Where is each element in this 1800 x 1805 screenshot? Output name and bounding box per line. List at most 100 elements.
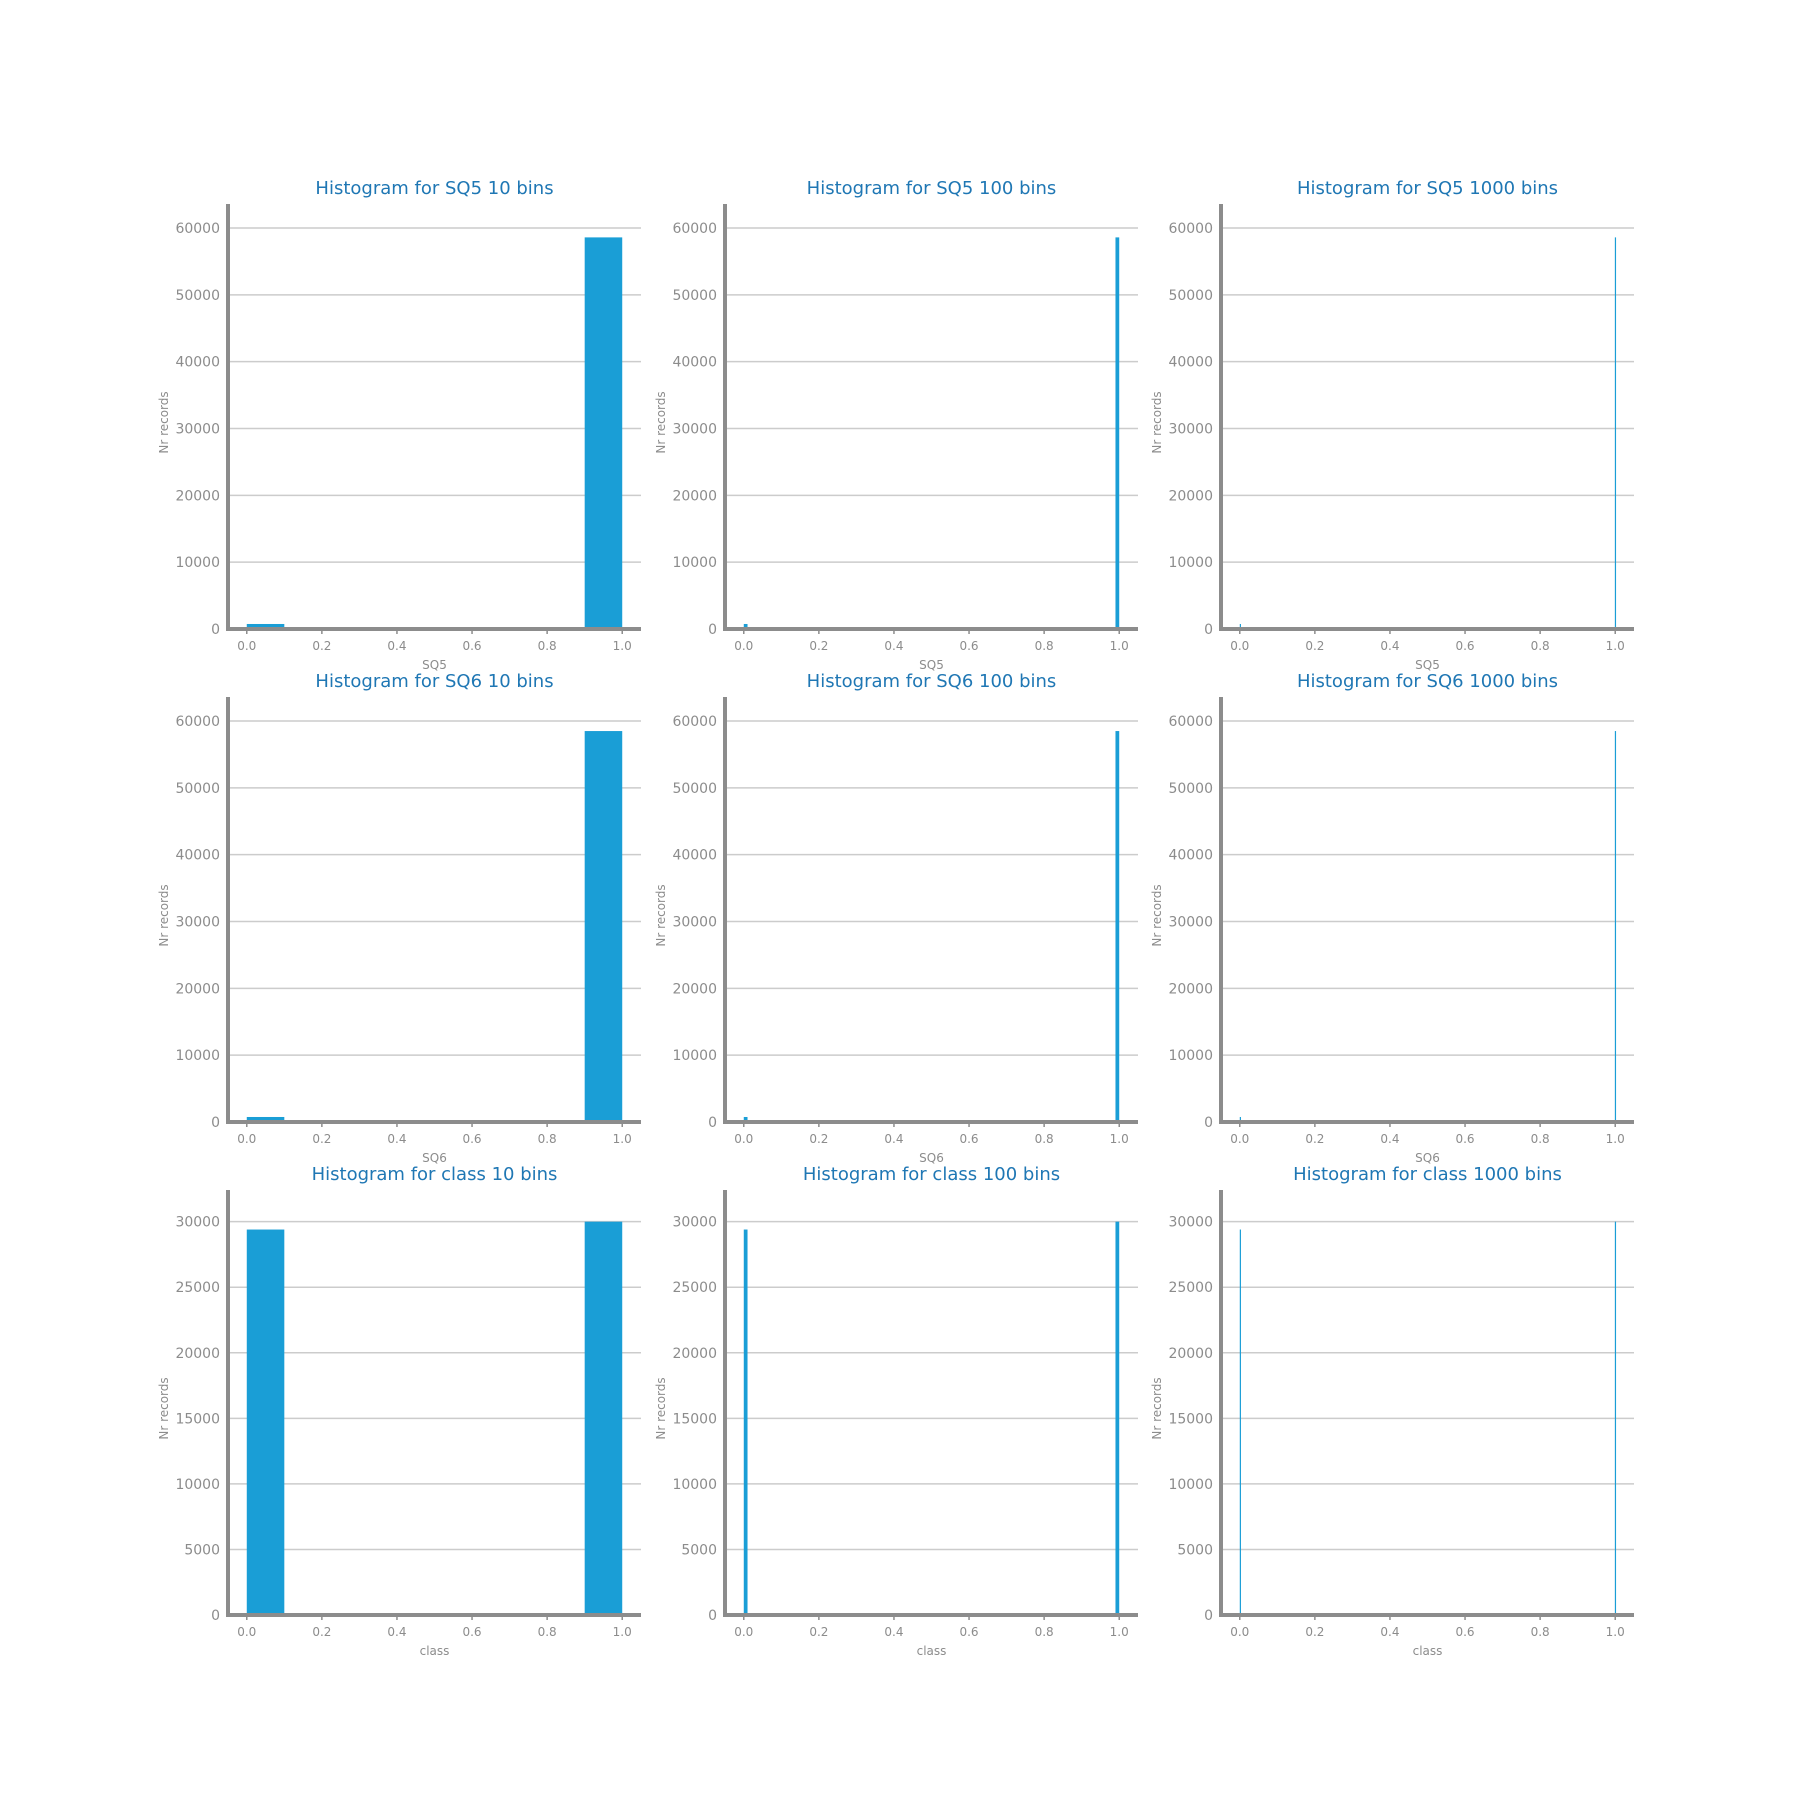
x-tick-label: 0.6 — [1455, 1625, 1474, 1639]
x-axis-label: SQ6 — [1415, 1151, 1440, 1165]
histogram-panel: 0 5000 10000 15000 20000 25000 30000 0.0 0.2 0.4 0… — [1150, 1164, 1634, 1658]
chart-title: Histogram for class 100 bins — [803, 1164, 1060, 1185]
x-tick-label: 0.8 — [538, 1625, 557, 1639]
chart-title: Histogram for SQ6 10 bins — [315, 671, 553, 692]
x-tick-label: 0.6 — [959, 1132, 978, 1146]
y-tick-label: 50000 — [175, 288, 220, 304]
y-axis-label: Nr records — [157, 884, 171, 946]
x-tick-label: 0.2 — [1305, 639, 1324, 653]
y-tick-label: 50000 — [175, 781, 220, 797]
x-tick-label: 0.2 — [809, 639, 828, 653]
x-tick-label: 1.0 — [613, 1625, 632, 1639]
y-tick-label: 0 — [708, 622, 717, 638]
x-tick-label: 0.2 — [809, 1625, 828, 1639]
y-tick-label: 30000 — [672, 1215, 717, 1231]
x-tick-label: 0.0 — [237, 1132, 256, 1146]
y-tick-label: 5000 — [1177, 1542, 1213, 1558]
y-tick-label: 20000 — [175, 1346, 220, 1362]
x-tick-label: 0.4 — [387, 639, 406, 653]
y-tick-label: 25000 — [175, 1280, 220, 1296]
y-tick-label: 40000 — [672, 848, 717, 864]
y-tick-label: 0 — [708, 1608, 717, 1624]
histogram-bar — [743, 623, 748, 629]
y-tick-label: 40000 — [672, 355, 717, 371]
x-tick-label: 0.8 — [538, 639, 557, 653]
chart-title: Histogram for SQ6 1000 bins — [1297, 671, 1558, 692]
y-tick-label: 10000 — [1168, 1477, 1213, 1493]
x-tick-label: 0.2 — [809, 1132, 828, 1146]
x-tick-label: 0.8 — [1035, 1625, 1054, 1639]
chart-title: Histogram for SQ6 100 bins — [807, 671, 1057, 692]
x-tick-label: 0.8 — [538, 1132, 557, 1146]
y-tick-label: 0 — [708, 1115, 717, 1131]
x-tick-label: 0.0 — [237, 1625, 256, 1639]
y-tick-label: 10000 — [175, 555, 220, 571]
chart-title: Histogram for SQ5 10 bins — [315, 178, 553, 199]
histogram-bar — [246, 1229, 285, 1615]
y-tick-label: 20000 — [672, 488, 717, 504]
y-tick-label: 50000 — [672, 781, 717, 797]
x-tick-label: 1.0 — [613, 1132, 632, 1146]
histogram-bar — [1614, 1221, 1617, 1615]
x-tick-label: 0.4 — [1380, 639, 1399, 653]
y-tick-label: 10000 — [672, 1048, 717, 1064]
y-axis-label: Nr records — [654, 1377, 668, 1439]
y-tick-label: 5000 — [184, 1542, 220, 1558]
x-axis-label: SQ6 — [422, 1151, 447, 1165]
y-tick-label: 40000 — [175, 355, 220, 371]
y-tick-label: 0 — [211, 1608, 220, 1624]
x-tick-label: 0.0 — [237, 639, 256, 653]
y-tick-label: 20000 — [175, 488, 220, 504]
y-tick-label: 15000 — [175, 1411, 220, 1427]
y-tick-label: 60000 — [1168, 221, 1213, 237]
y-tick-label: 20000 — [672, 1346, 717, 1362]
y-tick-label: 30000 — [672, 422, 717, 438]
histogram-bar — [1115, 731, 1120, 1122]
y-tick-label: 10000 — [1168, 555, 1213, 571]
y-tick-label: 30000 — [175, 422, 220, 438]
x-tick-label: 0.6 — [959, 639, 978, 653]
histogram-bar — [1614, 237, 1617, 629]
x-tick-label: 0.4 — [1380, 1132, 1399, 1146]
x-tick-label: 1.0 — [1110, 1132, 1129, 1146]
x-axis-label: SQ5 — [422, 658, 447, 672]
y-tick-label: 10000 — [1168, 1048, 1213, 1064]
x-tick-label: 0.4 — [884, 1625, 903, 1639]
y-tick-label: 30000 — [175, 1215, 220, 1231]
y-axis-label: Nr records — [654, 391, 668, 453]
chart-title: Histogram for SQ5 100 bins — [807, 178, 1057, 199]
y-axis-label: Nr records — [654, 884, 668, 946]
x-tick-label: 0.6 — [462, 1625, 481, 1639]
x-tick-label: 0.8 — [1531, 1625, 1550, 1639]
y-tick-label: 15000 — [672, 1411, 717, 1427]
x-axis-label: SQ5 — [1415, 658, 1440, 672]
y-tick-label: 30000 — [1168, 915, 1213, 931]
y-tick-label: 0 — [211, 1115, 220, 1131]
y-tick-label: 40000 — [1168, 848, 1213, 864]
y-tick-label: 10000 — [672, 1477, 717, 1493]
histogram-panel: 0 10000 20000 30000 40000 50000 60000 0.0 0.2 0.4… — [654, 671, 1138, 1165]
histogram-bar — [743, 1229, 748, 1615]
histogram-panel: 0 10000 20000 30000 40000 50000 60000 0.0 0.2 0.4… — [654, 178, 1138, 672]
x-tick-label: 1.0 — [1606, 1625, 1625, 1639]
y-tick-label: 50000 — [1168, 288, 1213, 304]
y-tick-label: 60000 — [1168, 714, 1213, 730]
chart-title: Histogram for class 10 bins — [312, 1164, 558, 1185]
x-tick-label: 0.4 — [884, 1132, 903, 1146]
y-tick-label: 15000 — [1168, 1411, 1213, 1427]
histogram-panel: 0 10000 20000 30000 40000 50000 60000 0.0 0.2 0.4… — [157, 671, 641, 1165]
x-tick-label: 0.6 — [462, 1132, 481, 1146]
x-axis-label: SQ5 — [919, 658, 944, 672]
y-tick-label: 60000 — [175, 714, 220, 730]
histogram-panel: 0 5000 10000 15000 20000 25000 30000 0.0 0.2 0.4 0… — [654, 1164, 1138, 1658]
histogram-panel: 0 10000 20000 30000 40000 50000 60000 0.0 0.2 0.4… — [157, 178, 641, 672]
x-tick-label: 0.2 — [312, 1132, 331, 1146]
y-tick-label: 0 — [1204, 622, 1213, 638]
y-tick-label: 50000 — [672, 288, 717, 304]
histogram-bar — [1115, 1221, 1120, 1615]
x-tick-label: 0.2 — [312, 639, 331, 653]
x-tick-label: 0.4 — [387, 1132, 406, 1146]
histogram-bar — [584, 237, 623, 629]
histogram-bar — [743, 1116, 748, 1122]
